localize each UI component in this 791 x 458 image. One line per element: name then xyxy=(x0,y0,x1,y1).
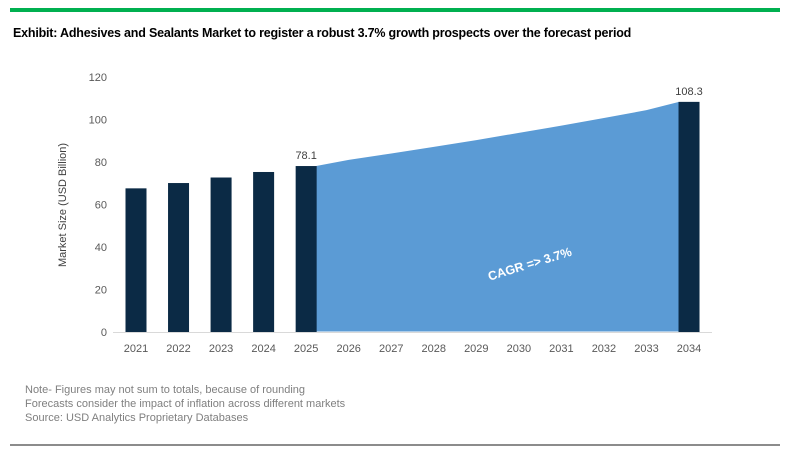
y-tick-100: 100 xyxy=(89,115,107,127)
chart-notes: Note- Figures may not sum to totals, bec… xyxy=(25,383,345,425)
data-label-2034: 108.3 xyxy=(675,86,703,98)
y-tick-120: 120 xyxy=(89,72,107,84)
x-tick-2029: 2029 xyxy=(464,343,488,355)
y-tick-20: 20 xyxy=(95,285,107,297)
y-tick-80: 80 xyxy=(95,157,107,169)
y-tick-60: 60 xyxy=(95,200,107,212)
x-tick-2021: 2021 xyxy=(124,343,148,355)
bar-2024 xyxy=(253,171,275,332)
bar-2025 xyxy=(295,166,317,332)
x-tick-2024: 2024 xyxy=(251,343,275,355)
note-line-source: Source: USD Analytics Proprietary Databa… xyxy=(25,412,249,424)
y-tick-40: 40 xyxy=(95,242,107,254)
x-tick-2022: 2022 xyxy=(166,343,190,355)
data-label-2025: 78.1 xyxy=(295,150,316,162)
y-axis-title: Market Size (USD Billion) xyxy=(57,143,69,267)
x-tick-2034: 2034 xyxy=(677,343,701,355)
x-tick-2027: 2027 xyxy=(379,343,403,355)
bar-2034 xyxy=(678,101,700,332)
note-line-rounding: Note- Figures may not sum to totals, bec… xyxy=(25,384,306,396)
top-accent-rule xyxy=(10,8,780,12)
x-tick-2023: 2023 xyxy=(209,343,233,355)
x-tick-2031: 2031 xyxy=(549,343,573,355)
bar-2021 xyxy=(125,188,147,332)
x-tick-2032: 2032 xyxy=(592,343,616,355)
forecast-area xyxy=(316,101,680,332)
y-tick-0: 0 xyxy=(101,327,107,339)
bar-2022 xyxy=(168,183,190,332)
bottom-rule xyxy=(10,444,780,446)
note-line-inflation: Forecasts consider the impact of inflati… xyxy=(25,398,346,410)
x-tick-2026: 2026 xyxy=(336,343,360,355)
chart-title: Exhibit: Adhesives and Sealants Market t… xyxy=(13,26,632,40)
x-tick-2033: 2033 xyxy=(634,343,658,355)
x-tick-2028: 2028 xyxy=(422,343,446,355)
x-tick-2030: 2030 xyxy=(507,343,531,355)
bar-2023 xyxy=(210,177,232,332)
x-tick-2025: 2025 xyxy=(294,343,318,355)
